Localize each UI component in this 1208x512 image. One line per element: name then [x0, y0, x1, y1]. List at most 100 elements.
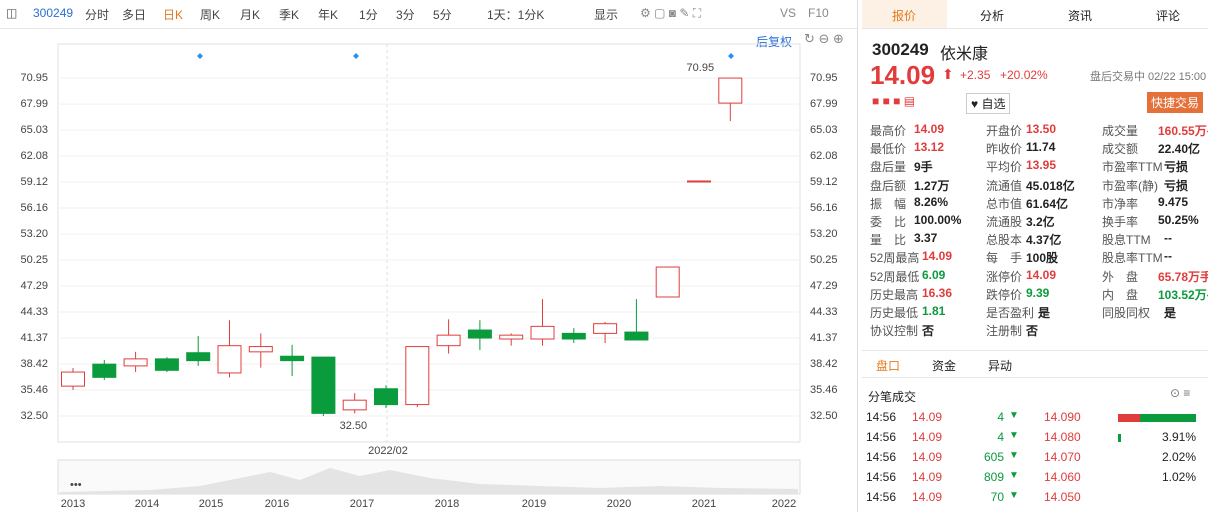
y-tick-label: 41.37 — [20, 332, 48, 344]
stat-label: 市盈率TTM — [1102, 160, 1163, 175]
period-tab[interactable]: 多日 — [122, 8, 147, 22]
tab[interactable]: 分析 — [980, 9, 1005, 23]
y-tick-label: 44.33 — [20, 306, 48, 318]
stat-label: 流通值 — [986, 178, 1023, 193]
timeline-year: 2021 — [692, 498, 716, 510]
timeline-handle[interactable]: ••• — [70, 479, 82, 491]
tab[interactable]: 评论 — [1156, 9, 1181, 23]
stat-label: 换手率 — [1102, 215, 1139, 229]
stat-label: 涨停价 — [986, 269, 1023, 284]
icon[interactable]: ◫ — [6, 6, 18, 20]
period-tab[interactable]: 1分 — [359, 8, 378, 22]
stat-label: 成交额 — [1102, 142, 1139, 157]
y-tick-label: 65.03 — [20, 124, 48, 136]
subtab[interactable]: 盘口 — [876, 359, 901, 373]
stat-value: 9.39 — [1026, 285, 1050, 300]
trade-price: 14.09 — [912, 450, 943, 464]
period-tab[interactable]: 周K — [200, 8, 221, 22]
y-tick-label: 53.20 — [20, 228, 48, 240]
period-tab[interactable]: 分时 — [85, 8, 110, 22]
timeline-year: 2020 — [607, 498, 631, 510]
stat-value: 1.27万 — [914, 178, 950, 193]
stat-value: 是 — [1164, 306, 1177, 320]
stat-value: 14.09 — [914, 122, 945, 136]
stat-label: 振 幅 — [870, 196, 907, 211]
trade-volume: 4 — [997, 410, 1004, 424]
stat-label: 是否盈利 — [986, 306, 1035, 320]
y-tick-label: 65.03 — [810, 124, 838, 136]
price: 14.09 — [870, 60, 936, 90]
timeline-year: 2019 — [522, 498, 546, 510]
period-tab[interactable]: 5分 — [433, 8, 452, 22]
subtab[interactable]: 异动 — [988, 359, 1013, 373]
candle-body — [436, 334, 461, 347]
event-markers[interactable] — [197, 53, 734, 59]
candle-body — [186, 352, 211, 362]
candle-body — [593, 323, 618, 334]
code: 300249 — [33, 6, 74, 20]
candle-body — [61, 371, 85, 387]
icons[interactable]: ■ ■ ■ ▤ — [872, 94, 916, 108]
y-tick-label: 50.25 — [810, 254, 838, 266]
subtab[interactable]: 资金 — [932, 359, 957, 373]
candle-body — [123, 358, 148, 367]
stat-value: -- — [1164, 231, 1172, 246]
stat-value: 4.37亿 — [1026, 233, 1062, 248]
level-price: 14.060 — [1044, 470, 1081, 484]
stat-label: 开盘价 — [986, 124, 1023, 138]
change-pct: +20.02% — [1000, 68, 1048, 82]
stat-label: 昨收价 — [986, 142, 1023, 157]
arrow: ▼ — [1009, 490, 1019, 501]
stat-value: 14.09 — [922, 249, 953, 264]
level-bar — [1118, 414, 1196, 422]
kline-chart: ••• 2022/02 32.50 32.50 35.46 35.46 38.42 38.… — [20, 43, 838, 510]
more[interactable]: ⊙ ≡ — [1170, 386, 1191, 400]
stat-label: 量 比 — [870, 233, 907, 248]
vs[interactable]: VS — [780, 6, 797, 20]
period-tab[interactable]: 月K — [240, 8, 261, 22]
candle-body — [280, 355, 305, 362]
trade-volume: 809 — [983, 470, 1004, 484]
period-tab[interactable]: 年K — [318, 8, 339, 22]
chart-controls[interactable]: ↻ ⊖ ⊕ — [804, 31, 844, 46]
change: +2.35 — [960, 68, 991, 82]
candle-body — [405, 346, 430, 406]
period-tab[interactable]: 季K — [279, 8, 300, 22]
timeline-year: 2016 — [265, 498, 289, 510]
stat-label: 内 盘 — [1102, 287, 1139, 302]
stat-label: 市盈率(静) — [1102, 178, 1158, 193]
period-tab[interactable]: 3分 — [396, 8, 415, 22]
candle-body — [92, 363, 117, 378]
stat-label: 总市值 — [986, 196, 1023, 211]
stat-label: 52周最高 — [870, 251, 920, 266]
tab[interactable]: 资讯 — [1068, 9, 1093, 23]
stat-label: 股息率TTM — [1102, 251, 1163, 266]
stat-value: 22.40亿 — [1158, 142, 1201, 157]
trade-button[interactable]: 快捷交易 — [1147, 92, 1204, 113]
trade-time: 14:56 — [866, 450, 897, 464]
display-menu[interactable]: 显示 — [594, 8, 619, 22]
stat-value: 亏损 — [1164, 178, 1189, 193]
level-pct: 1.02% — [1161, 470, 1196, 484]
f10[interactable]: F10 — [808, 6, 829, 20]
y-tick-label: 56.16 — [810, 202, 838, 214]
y-tick-label: 62.08 — [810, 150, 838, 162]
stat-value: 1.81 — [922, 304, 946, 318]
level-price: 14.050 — [1044, 490, 1081, 504]
watch-button[interactable]: ♥ 自选 — [966, 93, 1011, 114]
candle-body — [342, 399, 367, 411]
stat-label: 成交量 — [1102, 124, 1139, 138]
stat-label: 最高价 — [870, 124, 907, 138]
stat-value: 160.55万手 — [1158, 124, 1208, 138]
icons[interactable]: ⚙ ▢ ◙ ✎ ⛶ — [640, 6, 702, 20]
adjust[interactable]: 后复权 — [756, 35, 793, 49]
stat-label: 历史最高 — [870, 287, 919, 302]
arrow: ▼ — [1009, 410, 1019, 421]
period-tab[interactable]: 日K — [163, 8, 184, 22]
stat-value: 8.26% — [914, 194, 949, 209]
candle-body — [655, 266, 680, 298]
period-tab[interactable]: 1天：1分K — [487, 8, 545, 22]
tab[interactable]: 报价 — [892, 9, 917, 23]
y-tick-label: 59.12 — [20, 176, 48, 188]
level-price: 14.070 — [1044, 450, 1081, 464]
